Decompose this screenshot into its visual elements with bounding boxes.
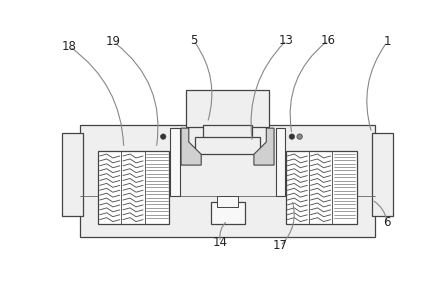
Text: 1: 1 [384,35,391,48]
Circle shape [161,134,166,139]
Bar [217,196,238,207]
Text: 13: 13 [279,34,294,47]
Polygon shape [254,128,274,165]
Text: 19: 19 [106,35,121,48]
Bar [195,137,260,154]
Bar [203,125,252,139]
Bar [98,151,170,224]
Bar [170,128,179,196]
Text: 6: 6 [384,216,391,229]
Text: 5: 5 [190,34,197,47]
Text: 17: 17 [273,239,288,253]
Text: 18: 18 [62,40,77,53]
Bar [285,151,357,224]
Bar [372,133,393,216]
Polygon shape [181,128,201,165]
Circle shape [297,134,302,139]
Circle shape [289,134,294,139]
Bar [80,125,375,237]
Text: 14: 14 [213,236,228,249]
Bar [186,90,270,127]
Text: 16: 16 [321,34,336,47]
Bar [210,202,245,224]
Bar [276,128,285,196]
Bar [62,133,83,216]
